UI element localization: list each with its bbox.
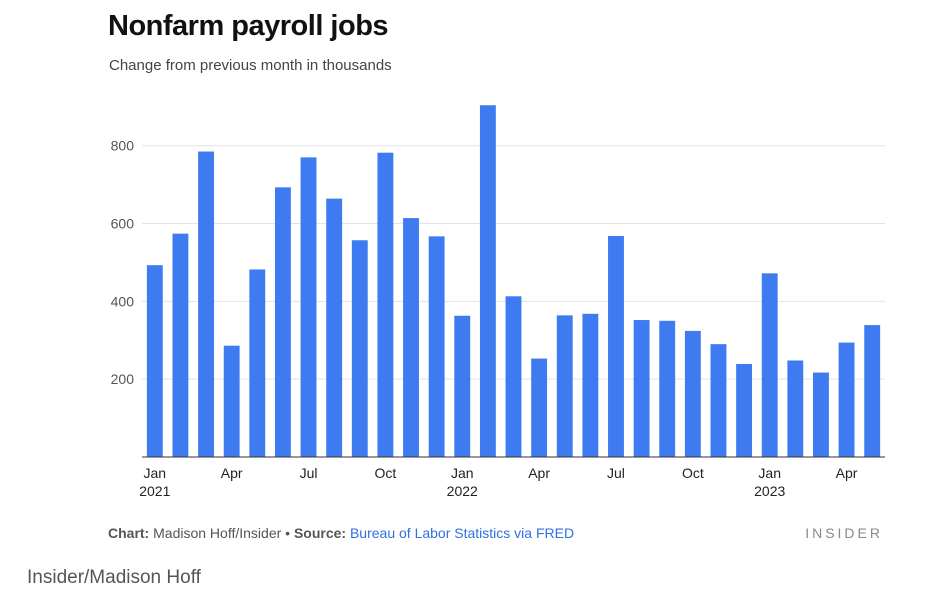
chart-subtitle: Change from previous month in thousands (109, 57, 392, 74)
bar (377, 152, 394, 457)
x-tick-label: Jul (300, 465, 318, 481)
bar (556, 315, 573, 457)
bar (300, 157, 317, 457)
image-caption: Insider/Madison Hoff (27, 567, 201, 588)
y-tick-label: 800 (111, 138, 135, 154)
bar (454, 315, 471, 457)
bar (198, 151, 214, 458)
x-tick-label: Jan (451, 465, 474, 481)
bar (531, 358, 548, 457)
x-tick-label: Jan (758, 465, 781, 481)
bar (249, 269, 266, 457)
bar (403, 218, 419, 457)
bar (223, 345, 240, 457)
bar (787, 360, 804, 457)
bar (736, 363, 753, 457)
bar (505, 296, 522, 457)
bar (326, 198, 343, 458)
bar-chart: 200 400 600 800 Jan 2021 Apr Jul Oct Jan 2022 Apr Ju… (111, 105, 885, 499)
x-tick-label: Apr (221, 465, 243, 481)
y-tick-label: 200 (111, 371, 135, 387)
chart-label: Chart: (108, 525, 150, 541)
bar (761, 273, 778, 457)
source-link[interactable]: Bureau of Labor Statistics via FRED (346, 525, 575, 541)
x-tick-label: Jul (607, 465, 625, 481)
chart-title: Nonfarm payroll jobs (108, 10, 389, 42)
bar (813, 372, 829, 457)
bar (633, 320, 650, 457)
bar (146, 265, 163, 457)
x-tick-label: Jan (144, 465, 167, 481)
source-label: Source: (293, 525, 347, 541)
bar (479, 105, 496, 458)
x-tick-year-label: 2021 (139, 483, 170, 499)
chart-author: Madison Hoff/Insider • (149, 525, 294, 541)
insider-logo: INSIDER (805, 525, 883, 541)
bar (274, 187, 291, 457)
bar (428, 236, 445, 457)
bar (172, 233, 189, 457)
y-tick-label: 600 (111, 216, 135, 232)
x-tick-year-label: 2022 (447, 483, 478, 499)
bar (710, 344, 727, 457)
bar (582, 313, 599, 457)
x-tick-label: Oct (682, 465, 704, 481)
bar (659, 320, 676, 457)
x-tick-label: Oct (375, 465, 397, 481)
bar (351, 240, 368, 457)
chart-credit: Chart: Madison Hoff/Insider • Source: Bu… (108, 525, 574, 541)
x-tick-label: Apr (836, 465, 858, 481)
bar (608, 235, 624, 457)
y-tick-label: 400 (111, 293, 135, 309)
bar (684, 330, 701, 457)
x-tick-label: Apr (528, 465, 550, 481)
bar (838, 342, 855, 457)
x-tick-year-label: 2023 (754, 483, 785, 499)
bar (864, 325, 881, 457)
